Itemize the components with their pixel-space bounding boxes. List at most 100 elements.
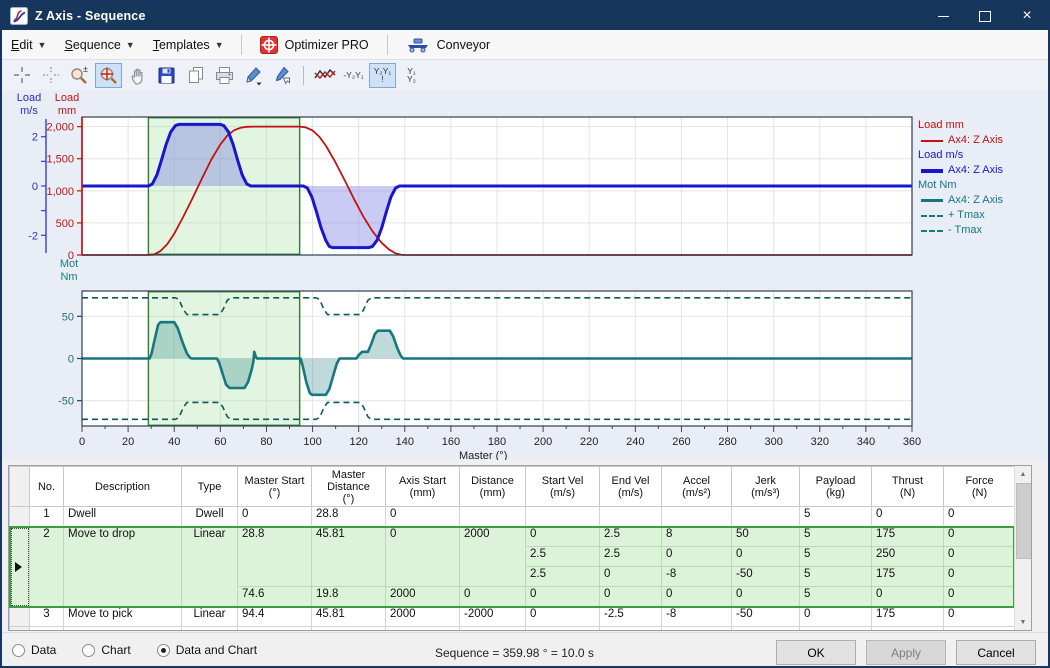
table-cell[interactable]: 0 bbox=[238, 507, 312, 527]
table-cell[interactable]: 19.8 bbox=[312, 587, 386, 607]
table-cell[interactable]: Linear bbox=[182, 607, 238, 627]
table-cell[interactable]: 0 bbox=[944, 587, 1016, 607]
radio-chart[interactable]: Chart bbox=[82, 643, 130, 657]
table-cell[interactable]: 5 bbox=[800, 527, 872, 547]
table-cell[interactable] bbox=[662, 507, 732, 527]
table-cell[interactable]: 3 bbox=[30, 607, 64, 627]
scroll-up-icon[interactable]: ▲ bbox=[1015, 466, 1031, 482]
table-cell[interactable]: 0 bbox=[732, 587, 800, 607]
save-button[interactable] bbox=[153, 63, 180, 88]
edit-points-tool[interactable] bbox=[269, 63, 296, 88]
table-cell[interactable]: 2000 bbox=[460, 527, 526, 587]
table-cell[interactable]: 2.5 bbox=[526, 547, 600, 567]
table-cell[interactable]: 0 bbox=[944, 527, 1016, 547]
maximize-button[interactable] bbox=[964, 2, 1006, 30]
table-cell[interactable]: 0 bbox=[526, 607, 600, 627]
load-chart-canvas[interactable]: 05001,0001,5002,000-202 bbox=[2, 113, 922, 259]
table-cell[interactable]: -2.5 bbox=[600, 607, 662, 627]
table-cell[interactable]: 8 bbox=[662, 527, 732, 547]
ok-button[interactable]: OK bbox=[776, 640, 856, 665]
table-cell[interactable]: 5 bbox=[800, 507, 872, 527]
table-cell[interactable]: 0 bbox=[600, 567, 662, 587]
row-selector-cell[interactable] bbox=[10, 527, 30, 607]
table-cell[interactable]: 1 bbox=[30, 507, 64, 527]
menu-templates[interactable]: Templates▼ bbox=[144, 30, 233, 59]
print-button[interactable] bbox=[211, 63, 238, 88]
table-cell[interactable]: 0 bbox=[460, 587, 526, 607]
split-y2y1-axes-tool[interactable]: Y₂Y₁ ! bbox=[369, 63, 396, 88]
cursor-crosshair-tool[interactable] bbox=[8, 63, 35, 88]
scroll-down-icon[interactable]: ▼ bbox=[1015, 614, 1031, 630]
table-cell[interactable]: 0 bbox=[600, 587, 662, 607]
table-cell[interactable]: 2.5 bbox=[600, 547, 662, 567]
table-cell[interactable]: 175 bbox=[872, 527, 944, 547]
menu-sequence[interactable]: Sequence▼ bbox=[55, 30, 143, 59]
table-cell[interactable]: 0 bbox=[944, 507, 1016, 527]
table-cell[interactable]: 45.81 bbox=[312, 607, 386, 627]
table-cell[interactable]: Move to drop bbox=[64, 527, 182, 607]
conveyor-button[interactable]: Conveyor bbox=[396, 30, 501, 59]
table-cell[interactable]: -8 bbox=[662, 607, 732, 627]
table-cell[interactable] bbox=[526, 507, 600, 527]
table-cell[interactable]: 0 bbox=[386, 507, 460, 527]
table-cell[interactable]: 0 bbox=[732, 547, 800, 567]
table-cell[interactable]: 2.5 bbox=[526, 567, 600, 587]
zoom-area-tool[interactable] bbox=[95, 63, 122, 88]
table-scrollbar[interactable]: ▲ ▼ bbox=[1014, 466, 1031, 630]
table-cell[interactable]: 250 bbox=[872, 547, 944, 567]
table-cell[interactable]: 28.8 bbox=[312, 507, 386, 527]
scrollbar-thumb[interactable] bbox=[1016, 483, 1032, 559]
row-selector-cell[interactable] bbox=[10, 507, 30, 527]
minimize-button[interactable] bbox=[922, 2, 964, 30]
apply-button[interactable]: Apply bbox=[866, 640, 946, 665]
table-cell[interactable]: 0 bbox=[526, 587, 600, 607]
table-row[interactable]: 1DwellDwell028.80500 bbox=[10, 507, 1016, 527]
close-button[interactable]: × bbox=[1006, 2, 1048, 30]
optimizer-pro-button[interactable]: Optimizer PRO bbox=[250, 30, 379, 59]
table-cell[interactable]: 0 bbox=[872, 587, 944, 607]
table-cell[interactable]: 45.81 bbox=[312, 527, 386, 587]
table-cell[interactable]: 0 bbox=[944, 567, 1016, 587]
table-cell[interactable] bbox=[732, 507, 800, 527]
table-cell[interactable]: 0 bbox=[944, 547, 1016, 567]
table-cell[interactable] bbox=[600, 507, 662, 527]
radio-data-and-chart[interactable]: Data and Chart bbox=[157, 643, 257, 657]
table-cell[interactable]: 175 bbox=[872, 567, 944, 587]
draw-curve-tool[interactable] bbox=[240, 63, 267, 88]
table-cell[interactable]: 0 bbox=[800, 607, 872, 627]
table-cell[interactable]: Dwell bbox=[182, 507, 238, 527]
table-cell[interactable]: 0 bbox=[662, 587, 732, 607]
torque-chart-canvas[interactable]: -500500204060801001201401601802002202402… bbox=[2, 288, 922, 460]
table-row[interactable]: 3Move to pickLinear94.445.812000-20000-2… bbox=[10, 607, 1016, 627]
table-cell[interactable]: 0 bbox=[662, 547, 732, 567]
table-cell[interactable]: 5 bbox=[800, 567, 872, 587]
hide-y2y1-axes-tool[interactable]: -Y₂Y₁ bbox=[340, 63, 367, 88]
table-cell[interactable]: 94.4 bbox=[238, 607, 312, 627]
table-cell[interactable]: 5 bbox=[800, 547, 872, 567]
table-cell[interactable]: 2 bbox=[30, 527, 64, 607]
table-cell[interactable]: 0 bbox=[872, 507, 944, 527]
table-cell[interactable]: Linear bbox=[182, 527, 238, 607]
pan-tool[interactable] bbox=[124, 63, 151, 88]
copy-button[interactable] bbox=[182, 63, 209, 88]
table-cell[interactable]: -2000 bbox=[460, 607, 526, 627]
cursor-dashed-crosshair-tool[interactable] bbox=[37, 63, 64, 88]
table-cell[interactable]: 0 bbox=[526, 527, 600, 547]
stack-y1y2-axes-tool[interactable]: Y₁ Y₂ bbox=[398, 63, 425, 88]
radio-data[interactable]: Data bbox=[12, 643, 56, 657]
row-selector-cell[interactable] bbox=[10, 607, 30, 627]
table-cell[interactable]: -8 bbox=[662, 567, 732, 587]
table-cell[interactable]: Move to pick bbox=[64, 607, 182, 627]
table-cell[interactable]: 175 bbox=[872, 607, 944, 627]
table-cell[interactable]: 28.8 bbox=[238, 527, 312, 587]
table-cell[interactable]: 2.5 bbox=[600, 527, 662, 547]
table-cell[interactable]: 74.6 bbox=[238, 587, 312, 607]
table-cell[interactable] bbox=[460, 507, 526, 527]
cancel-button[interactable]: Cancel bbox=[956, 640, 1036, 665]
table-cell[interactable]: 2000 bbox=[386, 587, 460, 607]
show-curves-tool[interactable] bbox=[311, 63, 338, 88]
table-cell[interactable]: 0 bbox=[386, 527, 460, 587]
table-cell[interactable]: -50 bbox=[732, 607, 800, 627]
table-cell[interactable]: Dwell bbox=[64, 507, 182, 527]
table-row[interactable]: 2Move to dropLinear28.845.810200002.5850… bbox=[10, 527, 1016, 547]
